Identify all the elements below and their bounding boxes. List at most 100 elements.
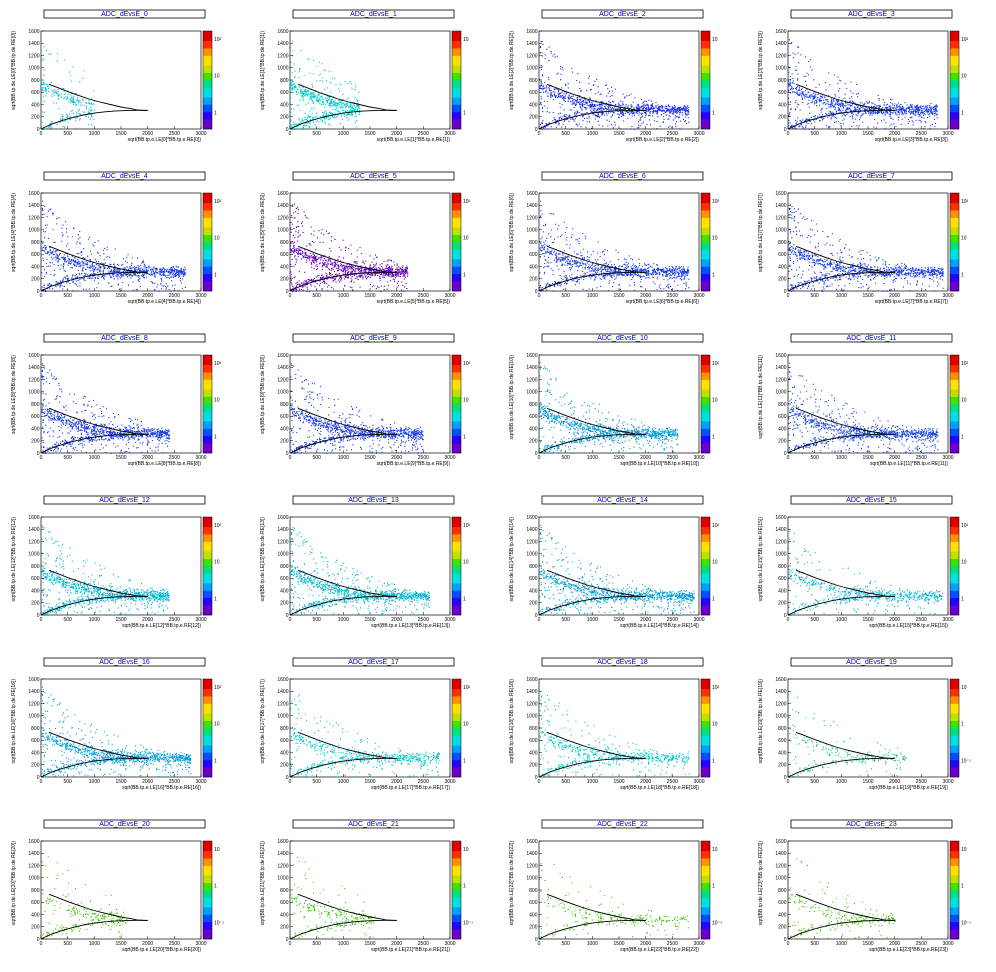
heatmap-cell [330, 95, 332, 97]
color-scale-segment [203, 70, 212, 73]
heatmap-cell [799, 89, 801, 91]
heatmap-cell [909, 116, 911, 118]
x-tick-label: 3000 [195, 131, 206, 137]
heatmap-cell [895, 125, 897, 127]
heatmap-cell [141, 271, 143, 273]
heatmap-cell [290, 249, 292, 251]
heatmap-cell [683, 105, 685, 107]
heatmap-cell [392, 275, 394, 277]
heatmap-cell [653, 108, 655, 110]
heatmap-cell [41, 214, 43, 216]
heatmap-cell [806, 88, 808, 90]
heatmap-cell [322, 115, 324, 117]
heatmap-cell [849, 108, 851, 110]
heatmap-cell [306, 93, 308, 95]
heatmap-cell [51, 95, 53, 97]
heatmap-cell [49, 254, 51, 256]
heatmap-cell [688, 111, 690, 113]
heatmap-cell [98, 265, 100, 267]
heatmap-cell [927, 109, 929, 111]
heatmap-cell [826, 113, 828, 115]
color-scale-tick-label: 10 [214, 236, 220, 242]
heatmap-cell [405, 270, 407, 272]
heatmap-cell [127, 270, 129, 272]
heatmap-cell [53, 249, 55, 251]
heatmap-cell [925, 109, 927, 111]
color-scale-segment [203, 40, 212, 44]
heatmap-cell [598, 124, 600, 126]
heatmap-cell [624, 96, 626, 98]
heatmap-cell [620, 111, 622, 113]
heatmap-cell [934, 115, 936, 117]
heatmap-cell [294, 290, 296, 292]
heatmap-cell [312, 94, 314, 96]
heatmap-cell [308, 122, 310, 124]
heatmap-cell [172, 270, 174, 272]
heatmap-cell [576, 103, 578, 105]
heatmap-cell [573, 120, 575, 122]
heatmap-cell [911, 120, 913, 122]
heatmap-cell [84, 258, 86, 260]
x-tick-label: 1500 [613, 131, 624, 137]
heatmap-cell [64, 59, 66, 61]
heatmap-cell [348, 113, 350, 115]
heatmap-cell [565, 84, 567, 86]
heatmap-cell [92, 268, 94, 270]
heatmap-cell [870, 105, 872, 107]
heatmap-cell [800, 123, 802, 125]
heatmap-cell [144, 272, 146, 274]
heatmap-cell [298, 86, 300, 88]
heatmap-cell [113, 267, 115, 269]
heatmap-cell [96, 263, 98, 265]
heatmap-cell [798, 88, 800, 90]
heatmap-cell [921, 112, 923, 114]
heatmap-cell [91, 116, 93, 118]
heatmap-cell [344, 278, 346, 280]
heatmap-cell [788, 114, 790, 116]
heatmap-cell [68, 248, 70, 250]
color-scale-segment [950, 104, 959, 108]
y-axis-label: sqrt(BB.tp.de.LE[1]*BB.tp.de.RE[1]) [260, 31, 266, 110]
heatmap-cell [564, 116, 566, 118]
heatmap-cell [328, 260, 330, 262]
heatmap-cell [184, 268, 186, 270]
heatmap-cell [619, 100, 621, 102]
heatmap-cell [290, 245, 292, 247]
heatmap-cell [74, 259, 76, 261]
heatmap-cell [904, 102, 906, 104]
heatmap-cell [934, 107, 936, 109]
heatmap-cell [813, 98, 815, 100]
heatmap-cell [343, 113, 345, 115]
heatmap-cell [541, 123, 543, 125]
heatmap-cell [676, 109, 678, 111]
heatmap-cell [334, 78, 336, 80]
color-scale-segment [701, 65, 710, 69]
heatmap-cell [592, 84, 594, 86]
heatmap-cell [98, 264, 100, 266]
heatmap-cell [563, 96, 565, 98]
heatmap-cell [50, 124, 52, 126]
heatmap-cell [832, 104, 834, 106]
heatmap-cell [62, 234, 64, 236]
heatmap-cell [45, 247, 47, 249]
heatmap-cell [813, 97, 815, 99]
heatmap-cell [156, 272, 158, 274]
heatmap-cell [102, 274, 104, 276]
heatmap-cell [88, 112, 90, 114]
heatmap-cell [62, 280, 64, 282]
heatmap-cell [563, 120, 565, 122]
heatmap-cell [72, 260, 74, 262]
heatmap-cell [291, 40, 293, 42]
heatmap-cell [387, 281, 389, 283]
heatmap-cell [657, 104, 659, 106]
heatmap-cell [354, 88, 356, 90]
heatmap-cell [301, 253, 303, 255]
heatmap-cell [874, 109, 876, 111]
heatmap-cell [307, 58, 309, 60]
heatmap-cell [871, 112, 873, 114]
heatmap-cell [294, 128, 296, 130]
heatmap-cell [863, 104, 865, 106]
heatmap-cell [556, 55, 558, 57]
color-scale-tick-label: 10 [961, 74, 967, 80]
heatmap-cell [608, 110, 610, 112]
